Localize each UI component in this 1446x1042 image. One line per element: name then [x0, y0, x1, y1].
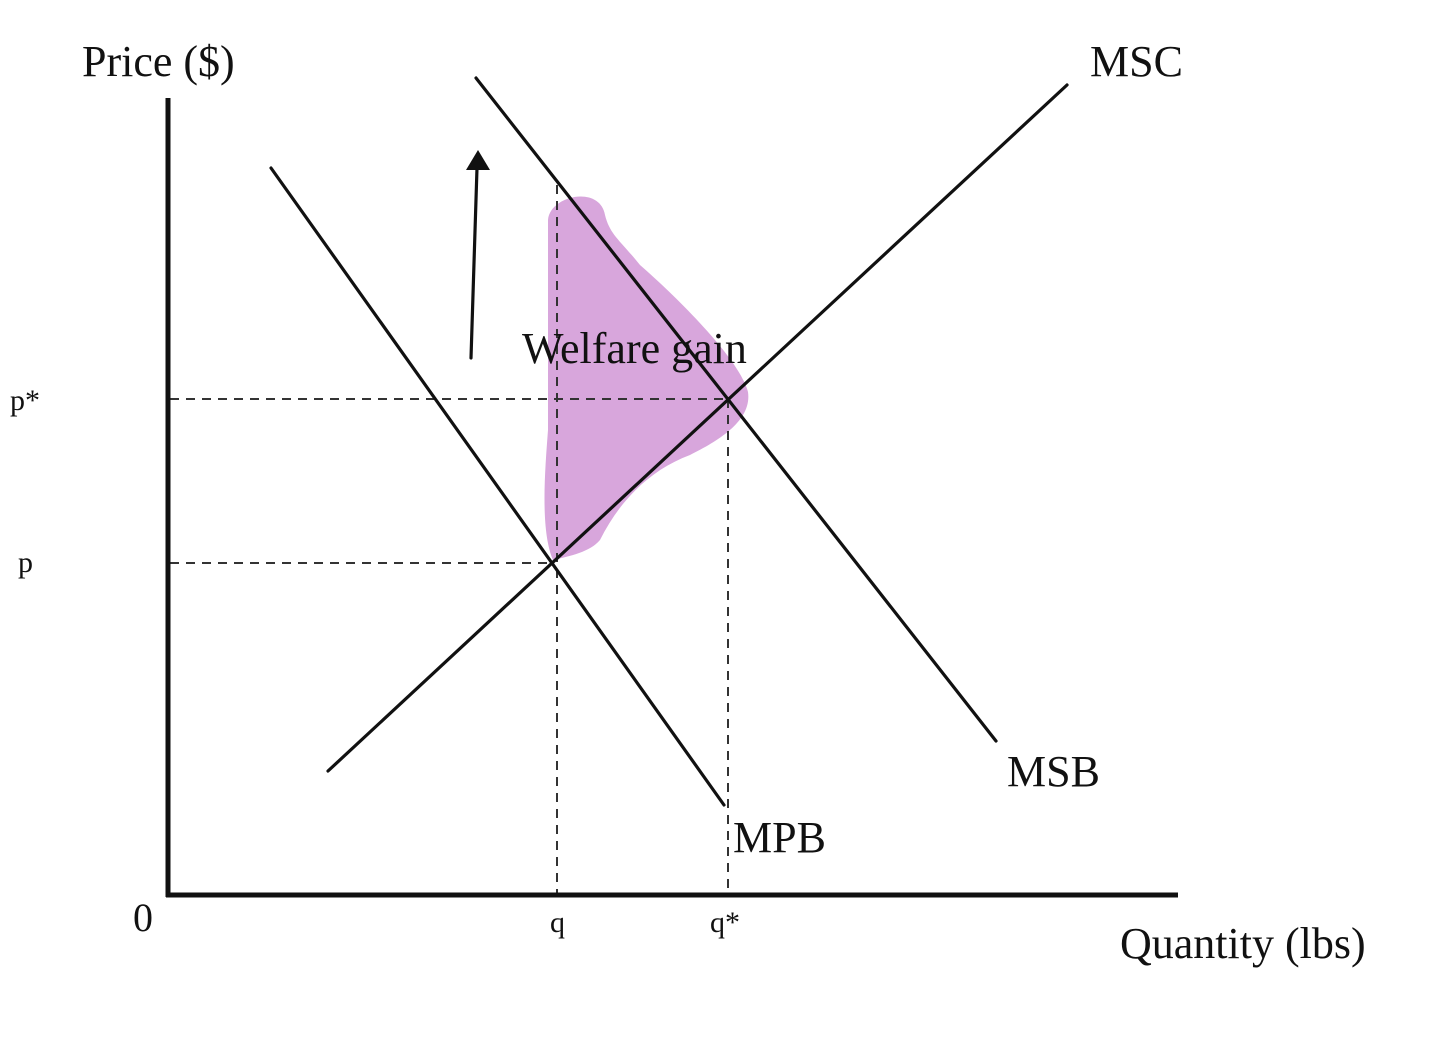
welfare-gain-label: Welfare gain: [522, 324, 747, 373]
mpb-curve: [269, 166, 726, 807]
msc-curve: [326, 83, 1069, 773]
q-tick-label: q: [550, 906, 565, 939]
welfare-gain-area: [544, 196, 749, 560]
shift-arrow-head: [466, 150, 490, 170]
origin-label: 0: [133, 895, 153, 940]
msb-label: MSB: [1007, 747, 1100, 796]
p-star-tick-label: p*: [10, 384, 40, 417]
x-axis-title: Quantity (lbs): [1120, 919, 1366, 968]
y-axis-title: Price ($): [82, 37, 235, 86]
q-star-tick-label: q*: [710, 906, 740, 939]
mpb-label: MPB: [733, 813, 826, 862]
shift-arrow-shaft: [469, 166, 479, 360]
p-tick-label: p: [18, 546, 33, 579]
msc-label: MSC: [1090, 37, 1183, 86]
msb-curve: [474, 76, 998, 743]
